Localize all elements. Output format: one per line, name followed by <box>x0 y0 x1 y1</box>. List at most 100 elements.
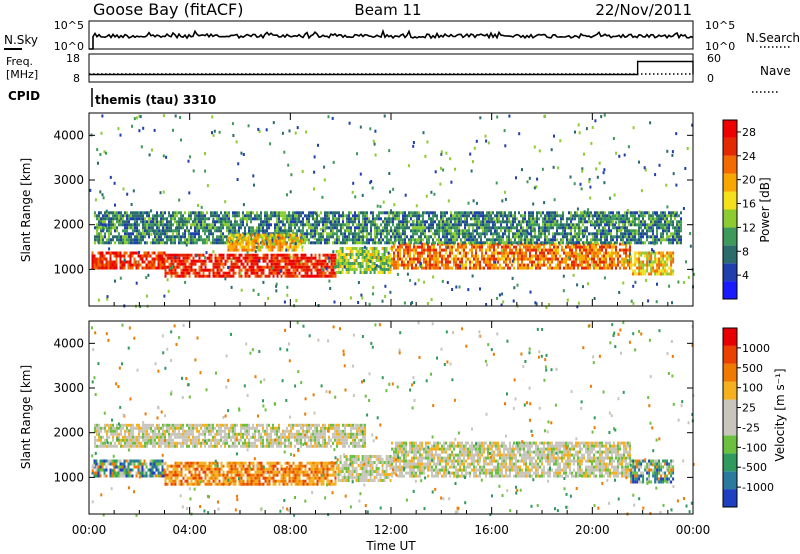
range-cell <box>220 211 222 215</box>
range-cell <box>190 235 192 239</box>
range-cell <box>646 254 649 258</box>
range-cell <box>250 226 252 230</box>
range-cell <box>362 223 364 227</box>
range-cell <box>258 217 260 221</box>
range-cell <box>282 256 285 260</box>
freq-frame <box>88 53 694 83</box>
range-cell <box>122 220 124 224</box>
range-cell <box>646 229 648 233</box>
range-cell <box>282 259 285 263</box>
range-cell <box>528 241 530 245</box>
range-cell <box>534 241 536 245</box>
range-cell <box>490 217 492 221</box>
range-cell <box>180 223 182 227</box>
range-cell <box>348 229 350 233</box>
range-cell <box>438 226 440 230</box>
range-cell <box>224 223 226 227</box>
range-cell <box>666 217 668 221</box>
range-cell <box>150 229 152 233</box>
range-cell <box>570 211 572 215</box>
range-cell <box>94 241 96 245</box>
range-cell <box>580 214 582 218</box>
range-cell <box>520 241 522 245</box>
range-cell <box>279 248 282 252</box>
range-cell <box>672 214 674 218</box>
range-cell <box>367 265 370 268</box>
range-cell <box>502 226 504 230</box>
range-cell <box>162 223 164 227</box>
range-cell <box>361 265 364 268</box>
range-cell <box>486 220 488 224</box>
range-cell <box>469 257 471 261</box>
range-cell <box>429 245 431 249</box>
range-cell <box>304 256 307 260</box>
range-cell <box>176 265 179 269</box>
sparse-echo <box>281 131 284 135</box>
range-cell <box>300 256 303 260</box>
range-cell <box>417 245 419 249</box>
range-cell <box>164 271 167 275</box>
range-cell <box>218 238 220 242</box>
range-cell <box>324 253 327 257</box>
range-cell <box>398 214 400 218</box>
sparse-echo <box>361 296 364 300</box>
sparse-echo <box>189 155 192 159</box>
range-cell <box>204 262 207 266</box>
range-cell <box>288 229 290 233</box>
range-cell <box>210 268 213 272</box>
range-cell <box>532 217 534 221</box>
range-cell <box>600 223 602 227</box>
range-cell <box>480 220 482 224</box>
range-cell <box>522 217 524 221</box>
range-cell <box>131 254 134 258</box>
range-cell <box>638 272 641 276</box>
range-cell <box>476 211 478 215</box>
range-cell <box>572 235 574 239</box>
range-cell <box>482 232 484 236</box>
range-cell <box>324 223 326 227</box>
range-cell <box>100 226 102 230</box>
range-cell <box>496 214 498 218</box>
range-cell <box>438 241 440 245</box>
range-cell <box>276 253 279 257</box>
range-cell <box>462 235 464 239</box>
range-cell <box>126 241 128 245</box>
range-cell <box>130 241 132 245</box>
range-cell <box>247 242 250 246</box>
range-cell <box>570 241 572 245</box>
range-cell <box>581 245 583 249</box>
range-cell <box>422 232 424 236</box>
range-cell <box>516 217 518 221</box>
range-cell <box>463 254 465 258</box>
range-cell <box>413 248 415 252</box>
range-cell <box>328 235 330 239</box>
range-cell <box>474 211 476 215</box>
range-cell <box>257 248 260 252</box>
range-cell <box>382 238 384 242</box>
range-cell <box>572 241 574 245</box>
range-cell <box>227 242 230 246</box>
sparse-echo <box>451 288 454 291</box>
range-cell <box>252 226 254 230</box>
sparse-echo <box>430 190 433 194</box>
range-cell <box>418 220 420 224</box>
range-cell <box>609 254 611 258</box>
range-cell <box>394 217 396 221</box>
range-cell <box>622 223 624 227</box>
range-cell <box>533 245 535 249</box>
range-cell <box>674 235 676 239</box>
range-cell <box>324 271 327 275</box>
range-cell <box>330 226 332 230</box>
range-cell <box>542 211 544 215</box>
range-cell <box>634 269 637 273</box>
sparse-echo <box>286 193 288 197</box>
range-cell <box>314 232 316 236</box>
range-cell <box>115 263 118 267</box>
range-cell <box>320 262 323 266</box>
range-cell <box>274 253 277 257</box>
range-cell <box>236 211 238 215</box>
range-cell <box>145 263 148 267</box>
range-cell <box>234 217 236 221</box>
sparse-echo <box>674 213 677 217</box>
